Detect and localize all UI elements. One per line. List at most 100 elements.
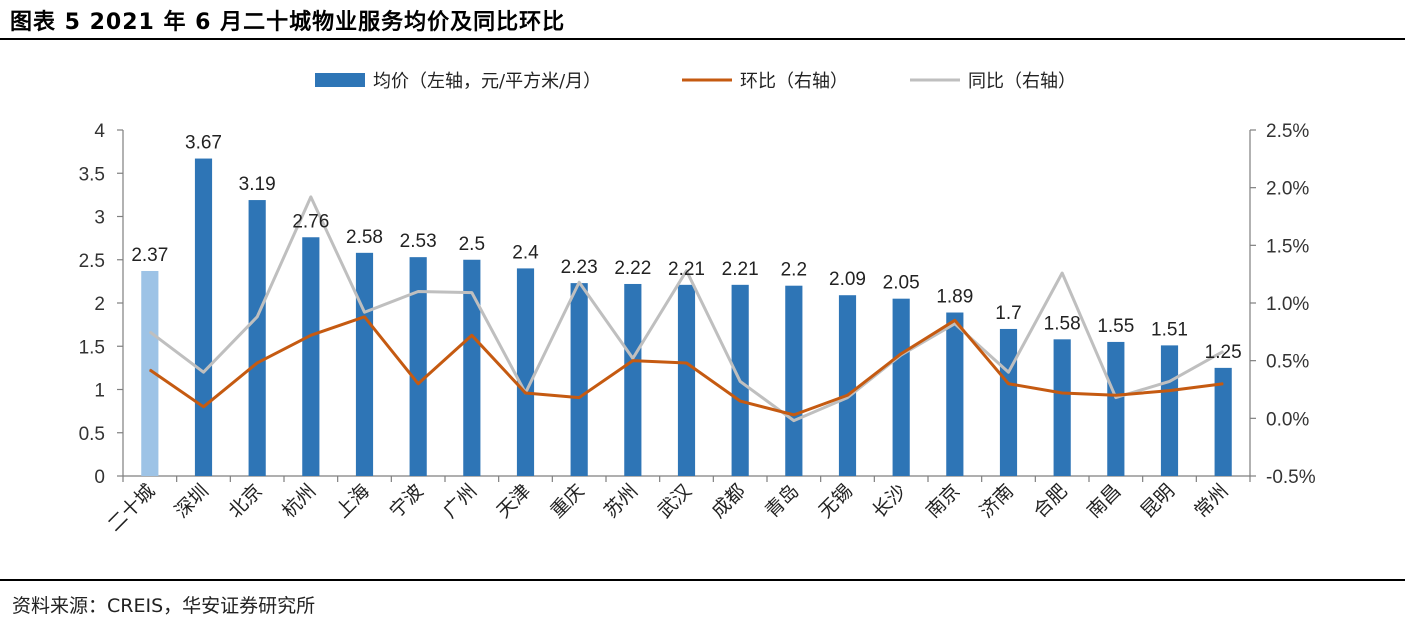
x-axis-category-label: 武汉	[654, 480, 696, 522]
bar	[946, 312, 964, 476]
right-axis-tick-label: 1.5%	[1266, 236, 1309, 257]
bar	[409, 257, 427, 476]
x-axis-category-label: 青岛	[761, 480, 803, 522]
yoy-point	[471, 292, 473, 294]
x-axis-category-label: 广州	[439, 480, 481, 522]
top-rule	[0, 38, 1405, 40]
bar-value-label: 3.67	[185, 133, 222, 154]
yoy-point	[793, 420, 795, 422]
mom-point	[471, 334, 473, 336]
mom-point	[310, 334, 312, 336]
bar	[1160, 345, 1179, 476]
x-axis-category-label: 昆明	[1137, 480, 1179, 522]
yoy-point	[149, 331, 151, 333]
bar-value-label: 2.53	[400, 231, 437, 252]
yoy-point	[1169, 380, 1170, 382]
yoy-point	[686, 270, 687, 272]
mom-point	[847, 394, 848, 396]
bar-value-label: 1.7	[995, 303, 1021, 324]
left-axis-tick-label: 3	[94, 208, 105, 229]
left-axis-tick-label: 1.5	[79, 337, 105, 358]
bar	[1053, 339, 1071, 476]
right-axis-tick-label: 0.0%	[1266, 409, 1309, 430]
right-axis-tick-label: 1.0%	[1266, 294, 1309, 315]
yoy-point	[310, 196, 312, 198]
legend-mom-label: 环比（右轴）	[740, 71, 848, 92]
bar	[1107, 341, 1125, 476]
left-axis-tick-label: 2	[94, 294, 105, 315]
yoy-point	[364, 311, 365, 313]
bar	[194, 158, 213, 477]
yoy-point	[203, 371, 204, 373]
x-axis-category-label: 苏州	[600, 480, 642, 522]
bar-value-label: 2.23	[561, 257, 598, 278]
left-axis-tick-label: 2.5	[79, 251, 105, 272]
bar	[838, 295, 857, 476]
bar-value-label: 1.89	[936, 287, 973, 308]
bar-value-label: 2.21	[668, 259, 705, 280]
mom-point	[954, 319, 956, 321]
left-axis-tick-label: 0.5	[79, 424, 105, 445]
mom-point	[364, 316, 365, 318]
x-axis-category-label: 济南	[976, 480, 1018, 522]
data-labels: 2.37 3.67 3.19 2.76 2.58 2.53 2.5 2.4 2.23 2.22 2.…	[131, 133, 1241, 363]
mom-point	[1222, 383, 1224, 385]
yoy-point	[847, 397, 848, 399]
bar	[355, 252, 374, 476]
mom-point	[1115, 394, 1117, 396]
yoy-point	[1115, 397, 1117, 399]
mom-point	[686, 362, 687, 364]
bar-value-label: 2.22	[614, 258, 651, 279]
mom-point	[632, 360, 634, 362]
x-axis-category-label: 宁波	[385, 480, 427, 522]
bar-value-label: 3.19	[239, 174, 276, 195]
x-axis-category-label: 常州	[1190, 480, 1232, 522]
x-axis-category-label: 北京	[224, 480, 266, 522]
mom-point	[900, 353, 902, 355]
source-note: 资料来源：CREIS，华安证券研究所	[12, 595, 316, 617]
mom-point	[256, 362, 258, 364]
yoy-point	[578, 281, 580, 283]
bottom-rule	[0, 579, 1405, 581]
yoy-point	[1061, 272, 1063, 274]
mom-point	[793, 414, 795, 416]
mom-point	[1008, 383, 1009, 385]
left-axis-tick-label: 3.5	[79, 164, 105, 185]
mom-point	[1061, 392, 1063, 394]
x-axis-category-label: 合肥	[1029, 480, 1071, 522]
bar-value-label: 2.37	[131, 245, 168, 266]
yoy-point	[1222, 350, 1224, 352]
yoy-point	[739, 380, 741, 382]
bar-value-label: 2.5	[459, 234, 485, 255]
bar	[999, 328, 1018, 476]
x-axis-category-label: 无锡	[815, 480, 857, 522]
bar	[785, 285, 803, 476]
legend-bar-swatch	[315, 73, 365, 87]
bar-value-label: 1.51	[1151, 319, 1188, 340]
mom-point	[1169, 390, 1170, 392]
x-axis-category-label: 南昌	[1083, 480, 1125, 522]
mom-point	[739, 400, 741, 402]
mom-point	[578, 397, 580, 399]
legend-yoy-label: 同比（右轴）	[968, 71, 1076, 92]
bar	[141, 270, 159, 476]
bar-value-label: 1.25	[1205, 342, 1242, 363]
x-axis-category-label: 上海	[332, 480, 374, 522]
right-axis-tick-label: 2.5%	[1266, 121, 1309, 142]
legend: 均价（左轴，元/平方米/月） 环比（右轴） 同比（右轴）	[315, 71, 1076, 92]
right-axis-tick-label: 0.5%	[1266, 352, 1309, 373]
bar-value-label: 2.09	[829, 269, 866, 290]
bar-value-label: 2.58	[346, 227, 383, 248]
mom-point	[417, 383, 419, 385]
bar-value-label: 1.58	[1044, 313, 1081, 334]
x-axis-category-label: 二十城	[103, 480, 159, 536]
bar-value-label: 2.4	[512, 242, 539, 263]
bar-value-label: 2.76	[292, 211, 329, 232]
left-axis-tick-label: 0	[94, 467, 105, 488]
x-axis-category-label: 深圳	[171, 480, 213, 522]
legend-bar-label: 均价（左轴，元/平方米/月）	[373, 71, 601, 92]
bar	[624, 283, 642, 476]
mom-point	[149, 369, 151, 371]
right-axis-tick-label: -0.5%	[1266, 467, 1316, 488]
bar	[516, 268, 535, 476]
